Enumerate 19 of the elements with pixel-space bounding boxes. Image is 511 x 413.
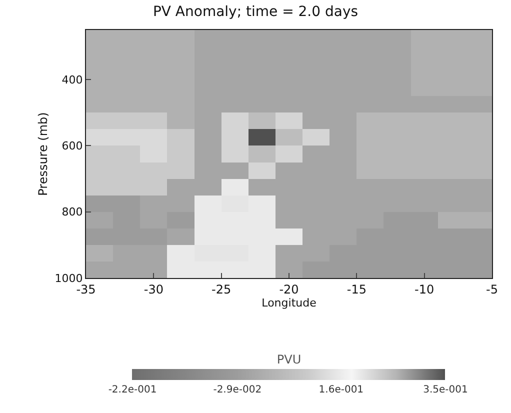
color-bar-label: -2.2e-001 — [108, 384, 157, 396]
x-axis-title: Longitude — [262, 296, 317, 310]
x-tick-label: -35 — [76, 282, 96, 296]
y-axis-title: Pressure (mb) — [36, 112, 50, 196]
color-bar-title: PVU — [276, 352, 302, 366]
x-tick-label: -30 — [144, 282, 164, 296]
y-tick-label: 400 — [62, 73, 83, 86]
x-tick-label: -20 — [279, 282, 299, 296]
color-bar-label: 1.6e-001 — [318, 384, 364, 396]
y-tick-label: 800 — [62, 206, 83, 219]
y-tick-label: 1000 — [54, 272, 83, 285]
color-bar-label: 3.5e-001 — [423, 384, 468, 396]
x-tick-label: -10 — [414, 282, 434, 296]
x-tick-label: -25 — [212, 282, 232, 296]
y-tick-label: 600 — [62, 140, 83, 153]
chart-title: PV Anomaly; time = 2.0 days — [152, 4, 358, 20]
x-tick-label: -15 — [346, 282, 366, 296]
color-bar-label: -2.9e-002 — [213, 384, 262, 396]
x-tick-label: -5 — [486, 282, 498, 296]
